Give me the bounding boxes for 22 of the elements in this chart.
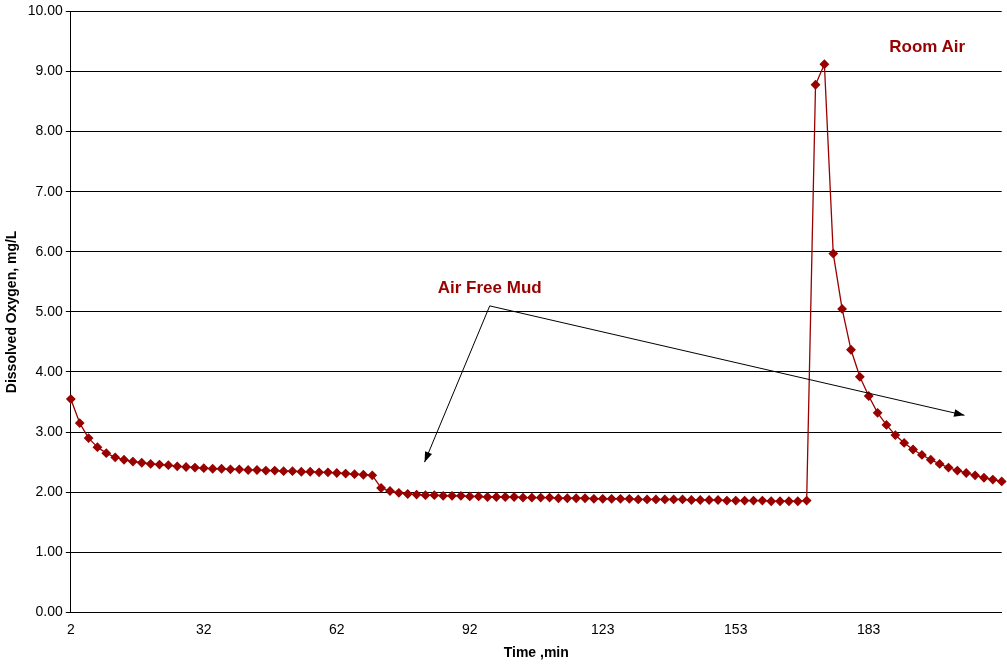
y-tick-label: 9.00 xyxy=(35,62,64,79)
x-tick-label: 2 xyxy=(66,620,75,637)
x-tick-label: 153 xyxy=(724,620,748,637)
x-tick-label: 183 xyxy=(857,620,881,637)
y-tick-label: 1.00 xyxy=(35,543,64,560)
x-tick-label: 32 xyxy=(196,620,212,637)
y-tick-label: 6.00 xyxy=(35,242,64,259)
x-axis-title: Time ,min xyxy=(503,644,569,661)
y-tick-label: 10.00 xyxy=(27,2,64,19)
y-tick-label: 4.00 xyxy=(35,362,64,379)
y-tick-label: 2.00 xyxy=(35,483,64,500)
y-tick-label: 7.00 xyxy=(35,182,64,199)
y-tick-label: 3.00 xyxy=(35,422,64,439)
y-tick-label: 8.00 xyxy=(35,122,64,139)
x-tick-label: 92 xyxy=(461,620,478,637)
y-axis-title: Dissolved Oxygen, mg/L xyxy=(3,230,20,394)
x-tick-label: 123 xyxy=(591,620,615,637)
y-tick-label: 5.00 xyxy=(35,302,64,319)
x-tick-label: 62 xyxy=(329,620,345,637)
y-tick-label: 0.00 xyxy=(35,603,64,620)
annotation: Air Free Mud xyxy=(437,277,542,297)
annotation: Room Air xyxy=(889,37,966,57)
